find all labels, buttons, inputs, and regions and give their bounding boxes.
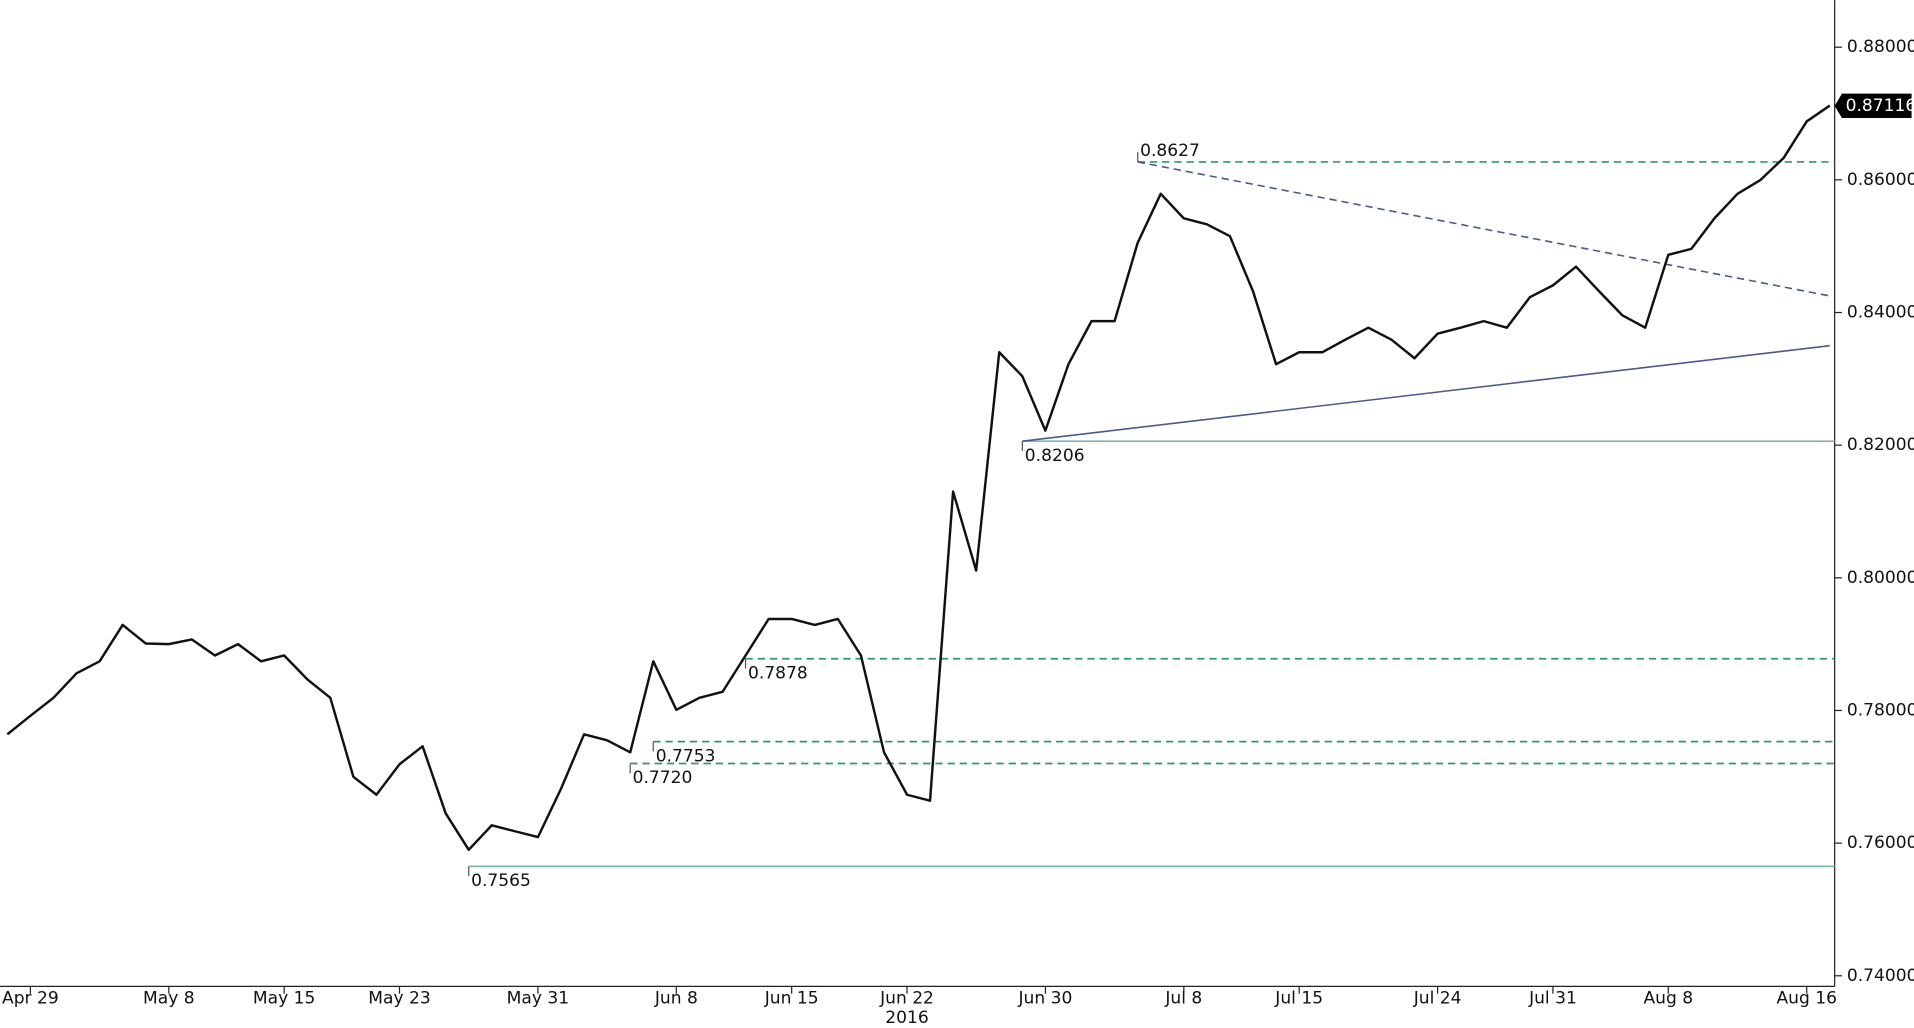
x-tick-label: Jul 24 [1413,989,1462,1009]
level-label: 0.7565 [471,871,531,891]
level-label: 0.8627 [1140,141,1200,161]
y-tick-label: 0.86000 [1847,170,1914,190]
y-tick-label: 0.74000 [1847,966,1914,986]
x-tick-label: Apr 29 [2,989,59,1009]
level-label: 0.7753 [656,746,716,766]
x-tick-label: Jun 30 [1017,989,1072,1009]
y-tick-label: 0.76000 [1847,833,1914,853]
level-label: 0.8206 [1025,446,1085,466]
y-tick-label: 0.88000 [1847,37,1914,57]
x-tick-label: Aug 16 [1776,989,1837,1009]
x-tick-label: Jun 15 [764,989,819,1009]
y-tick-label: 0.78000 [1847,700,1914,720]
level-label: 0.7878 [748,663,808,683]
x-tick-label: Jun 22 [879,989,934,1009]
y-tick-label: 0.80000 [1847,568,1914,588]
price-line [6,104,1831,852]
x-tick-label: Jun 8 [654,989,698,1009]
x-tick-label: May 15 [253,989,315,1009]
x-year-label: 2016 [885,1008,928,1028]
last-price-label: 0.87116 [1846,96,1914,116]
trendline [1137,161,1830,297]
y-tick-label: 0.84000 [1847,303,1914,323]
x-tick-label: May 31 [507,989,569,1009]
x-tick-label: Aug 8 [1643,989,1693,1009]
x-tick-label: Jul 31 [1528,989,1577,1009]
x-tick-label: May 23 [368,989,430,1009]
x-tick-label: Jul 8 [1164,989,1202,1009]
x-tick-label: May 8 [143,989,195,1009]
trendline [1022,344,1830,442]
level-label: 0.7720 [633,768,693,788]
x-tick-label: Jul 15 [1274,989,1323,1009]
y-tick-label: 0.82000 [1847,435,1914,455]
last-price-tag [1834,93,1912,119]
